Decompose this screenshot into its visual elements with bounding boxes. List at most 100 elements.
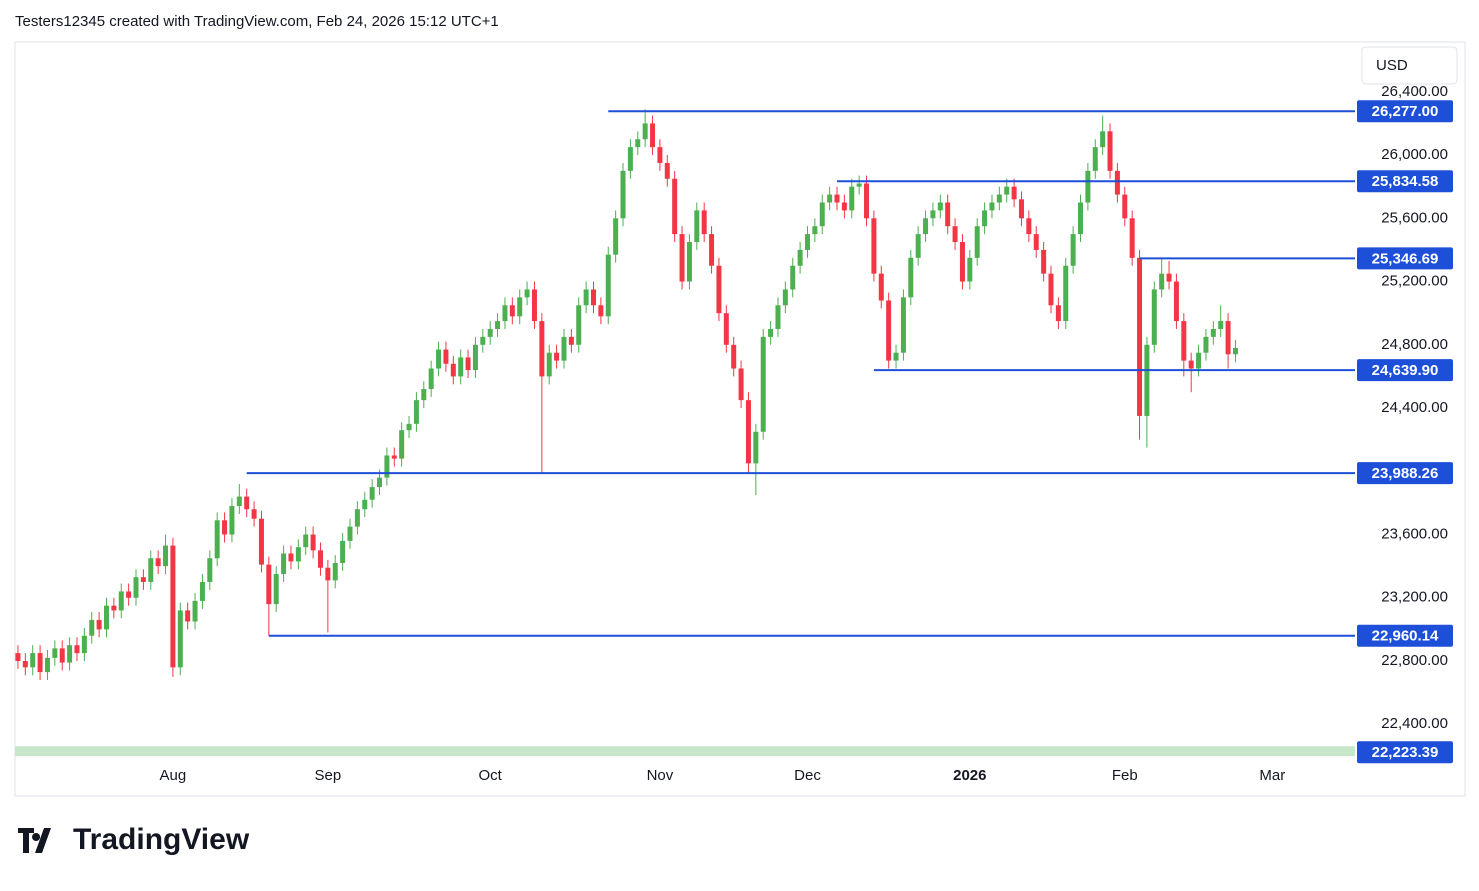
candle-body (1055, 305, 1061, 322)
level-label: 24,639.90 (1372, 362, 1439, 379)
candle-body (723, 313, 729, 345)
x-tick-label: Feb (1112, 767, 1138, 784)
level-label-box (1357, 100, 1453, 123)
candle-body (133, 577, 139, 598)
candle-body (1004, 186, 1010, 195)
candle-body (1048, 273, 1054, 306)
candle-body (384, 455, 390, 478)
x-tick-label: Oct (479, 767, 503, 784)
candle-body (694, 210, 700, 243)
candle-body (576, 305, 582, 345)
level-label: 26,277.00 (1372, 103, 1439, 120)
candle-body (517, 297, 523, 317)
candle-body (568, 336, 574, 345)
candle-body (1151, 289, 1157, 345)
candle-body (1173, 281, 1179, 322)
candle-body (679, 234, 685, 282)
candle-body (406, 423, 412, 431)
candle-body (362, 499, 368, 510)
candle-body (583, 289, 589, 306)
candle-body (487, 328, 493, 337)
candle-body (1092, 147, 1098, 171)
candle-body (273, 574, 279, 605)
candle-body (391, 455, 397, 459)
candle-body (148, 558, 154, 582)
candle-body (952, 226, 958, 243)
candle-body (192, 600, 198, 622)
candle-body (377, 477, 383, 488)
candle-body (480, 336, 486, 345)
candle-body (126, 591, 132, 598)
candle-body (472, 344, 478, 371)
candle-body (797, 249, 803, 266)
x-tick-label: 2026 (953, 767, 986, 784)
candle-body (502, 305, 508, 322)
candle-body (1011, 186, 1017, 200)
x-tick-label: Aug (160, 767, 187, 784)
candle-body (989, 202, 995, 211)
level-label-box (1357, 624, 1453, 647)
candle-body (716, 265, 722, 314)
candle-body (103, 605, 109, 630)
candle-body (650, 123, 656, 148)
candle-body (827, 194, 833, 203)
level-label-box (1357, 247, 1453, 270)
candle-body (295, 547, 301, 562)
candle-body (664, 162, 670, 179)
candle-body (1188, 360, 1194, 369)
x-tick-label: Nov (647, 767, 674, 784)
candle-body (1018, 199, 1024, 219)
candle-body (458, 357, 464, 377)
level-label: 25,346.69 (1372, 250, 1439, 267)
level-label: 23,988.26 (1372, 465, 1439, 482)
candle-body (236, 496, 242, 507)
level-label: 22,223.39 (1372, 744, 1439, 761)
candle-body (974, 226, 980, 258)
candle-body (1033, 234, 1039, 250)
y-tick-label: 23,600.00 (1381, 525, 1448, 542)
level-label-box (1357, 462, 1453, 485)
candle-body (1166, 273, 1172, 282)
candle-body (428, 368, 434, 390)
y-tick-label: 26,000.00 (1381, 146, 1448, 163)
candle-body (790, 265, 796, 290)
candle-body (1129, 218, 1135, 258)
candle-body (841, 202, 847, 211)
candle-body (118, 591, 124, 611)
candle-body (207, 558, 213, 582)
level-label-box (1357, 741, 1453, 764)
candle-body (369, 487, 375, 500)
candle-body (775, 305, 781, 329)
candle-body (436, 349, 442, 369)
y-tick-label: 24,800.00 (1381, 336, 1448, 353)
candle-body (524, 289, 530, 298)
candle-body (15, 653, 21, 662)
currency: USD (1376, 57, 1408, 74)
candle-body (1122, 194, 1128, 219)
candle-body (686, 242, 692, 282)
candle-body (89, 619, 95, 636)
candle-body (1070, 234, 1076, 266)
candle-body (140, 577, 146, 582)
header: Testers12345 created with TradingView.co… (15, 13, 499, 30)
candle-body (1181, 321, 1187, 361)
x-tick-label: Dec (794, 767, 821, 784)
candle-body (1063, 265, 1069, 322)
candle-body (1159, 273, 1165, 290)
candle-body (635, 139, 641, 148)
y-tick-label: 25,600.00 (1381, 209, 1448, 226)
candle-body (620, 170, 626, 219)
candle-body (332, 562, 338, 581)
candle-body (1196, 352, 1202, 369)
candle-body (937, 202, 943, 211)
candle-body (967, 257, 973, 282)
x-tick-label: Mar (1259, 767, 1285, 784)
candle-body (546, 352, 552, 377)
candle-body (1137, 257, 1143, 416)
y-tick-label: 25,200.00 (1381, 273, 1448, 290)
candle-body (421, 389, 427, 401)
candle-body (30, 653, 36, 668)
candle-body (317, 550, 323, 568)
candle-body (908, 257, 914, 298)
